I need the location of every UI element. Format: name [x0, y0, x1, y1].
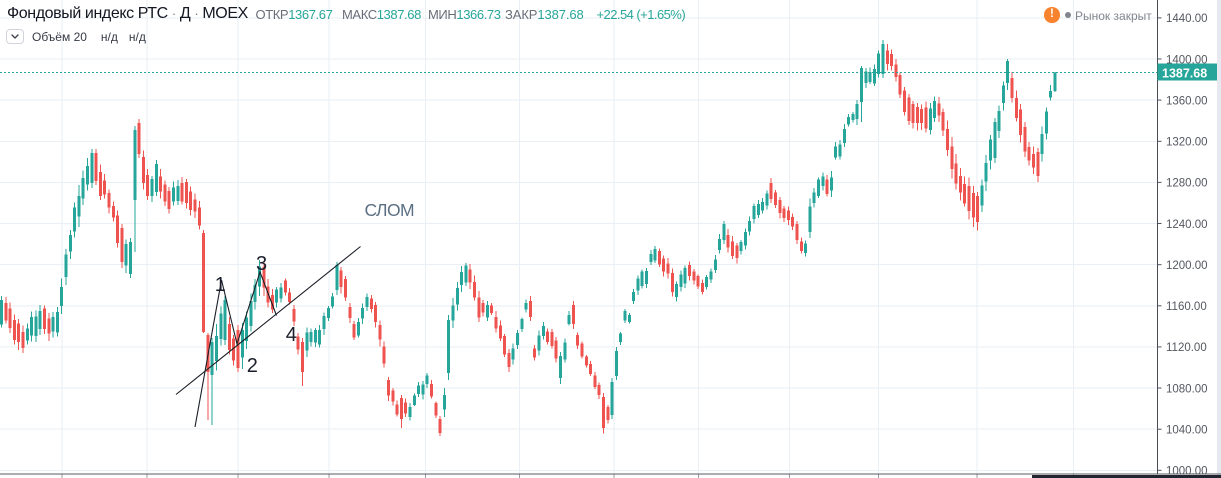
svg-text:1040.00: 1040.00	[1166, 425, 1208, 437]
svg-text:1200.00: 1200.00	[1166, 260, 1208, 272]
svg-text:1080.00: 1080.00	[1166, 383, 1208, 395]
svg-text:1387.68: 1387.68	[1162, 66, 1207, 80]
svg-text:1440.00: 1440.00	[1166, 13, 1208, 25]
svg-text:1240.00: 1240.00	[1166, 219, 1208, 231]
svg-text:1360.00: 1360.00	[1166, 95, 1208, 107]
svg-text:1160.00: 1160.00	[1166, 301, 1207, 313]
svg-text:1400.00: 1400.00	[1166, 54, 1208, 66]
svg-text:1320.00: 1320.00	[1166, 137, 1208, 149]
svg-text:1120.00: 1120.00	[1166, 342, 1207, 354]
svg-text:1000.00: 1000.00	[1166, 466, 1208, 478]
svg-text:1280.00: 1280.00	[1166, 178, 1208, 190]
